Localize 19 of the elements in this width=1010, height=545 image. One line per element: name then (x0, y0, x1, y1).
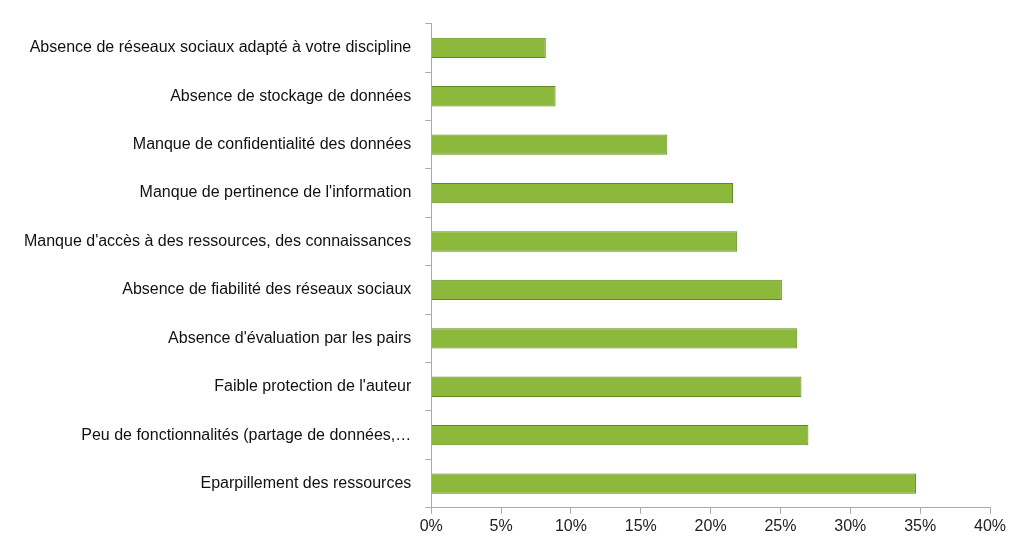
x-tick-label: 10% (554, 516, 587, 534)
x-tick-label: 30% (834, 516, 867, 534)
y-tick-label: Manque de confidentialité des données (132, 135, 412, 153)
y-tick-label: Absence de fiabilité des réseaux sociaux (122, 280, 412, 298)
y-tick-label: Absence d'évaluation par les pairs (168, 328, 412, 346)
x-tick-label: 40% (973, 516, 1007, 534)
y-tick-label: Peu de fonctionnalités (partage de données,… (81, 425, 412, 443)
y-tick-label: Manque de pertinence de l'information (139, 183, 412, 201)
y-tick-label: Manque d'accès à des ressources, des connaissances (23, 231, 412, 249)
x-tick-label: 25% (764, 516, 797, 534)
y-tick-label: Eparpillement des ressources (200, 474, 412, 491)
x-tick-label: 15% (624, 516, 657, 534)
y-tick-label: Absence de stockage de données (170, 86, 412, 104)
x-tick-label: 5% (489, 516, 513, 534)
y-tick-label: Faible protection de l'auteur (214, 377, 412, 395)
x-tick-label: 0% (419, 516, 443, 534)
y-tick-label: Absence de réseaux sociaux adapté à votre discipline (29, 38, 412, 56)
x-tick-label: 35% (904, 516, 937, 534)
x-tick-label: 20% (694, 516, 727, 534)
